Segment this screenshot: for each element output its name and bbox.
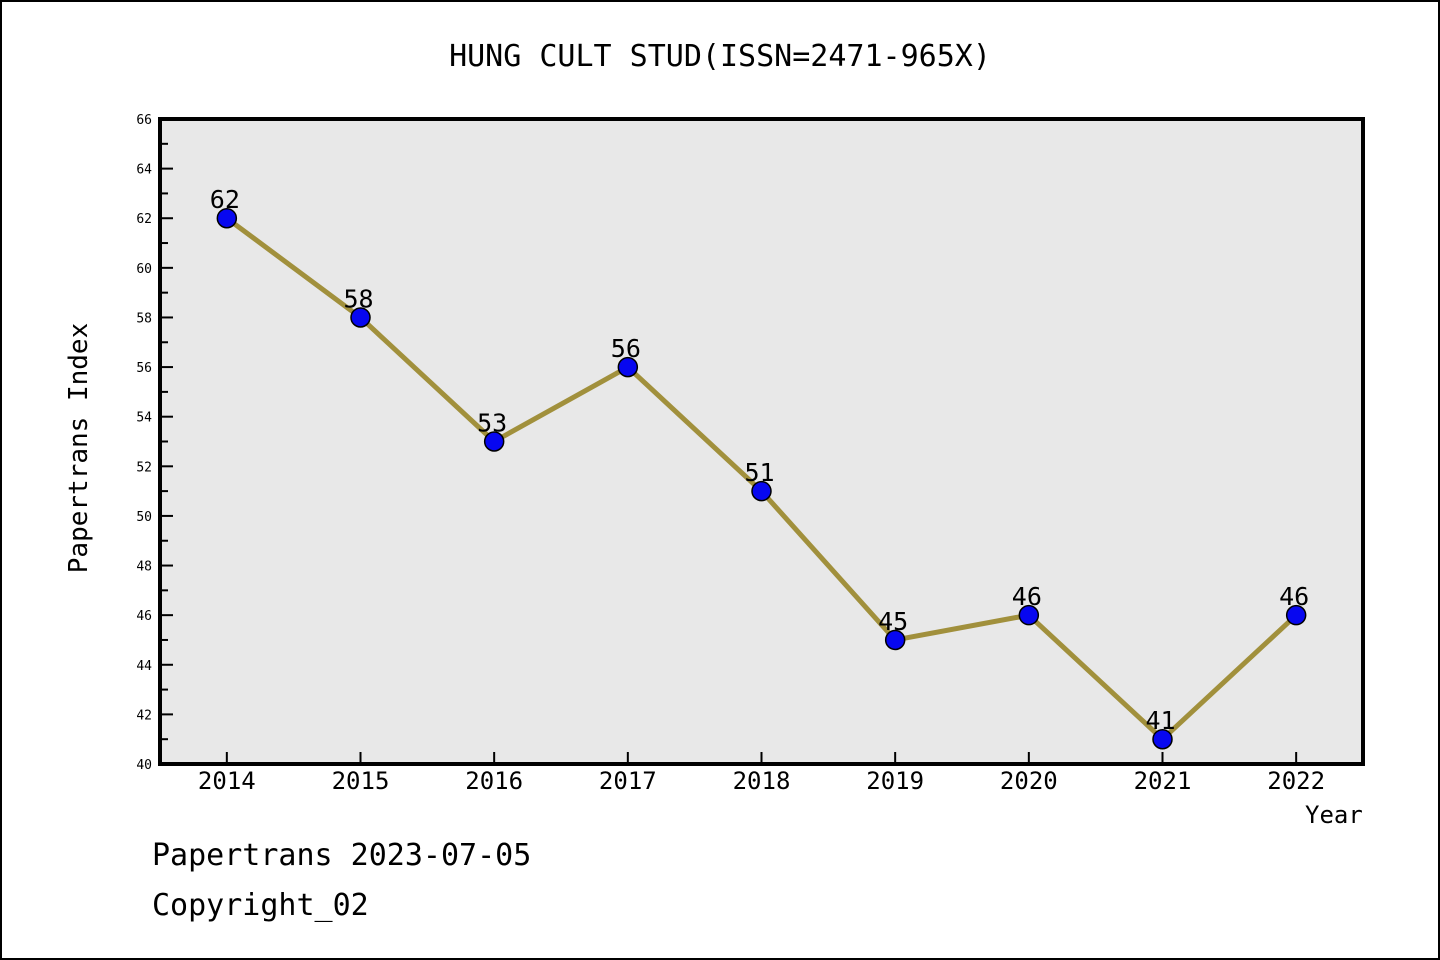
data-point bbox=[617, 356, 639, 378]
y-tick-label: 44 bbox=[136, 659, 152, 674]
y-tick-label: 54 bbox=[136, 411, 152, 426]
x-tick-label: 2019 bbox=[866, 767, 924, 795]
y-tick-label: 42 bbox=[136, 708, 152, 723]
y-tick-label: 48 bbox=[136, 560, 152, 575]
y-tick-label: 46 bbox=[136, 609, 152, 624]
data-point bbox=[884, 629, 906, 651]
x-tick-label: 2016 bbox=[465, 767, 523, 795]
watermark-copyright: Copyright_02 bbox=[152, 888, 369, 923]
data-point bbox=[1152, 728, 1173, 750]
y-tick-label: 56 bbox=[136, 361, 152, 376]
y-tick-label: 60 bbox=[136, 262, 152, 277]
y-tick-label: 62 bbox=[136, 212, 152, 227]
data-point-label: 45 bbox=[878, 607, 908, 636]
y-tick-label: 58 bbox=[136, 311, 152, 326]
x-axis-label: Year bbox=[1305, 801, 1363, 829]
x-tick-label: 2021 bbox=[1134, 767, 1192, 795]
watermark-source-date: Papertrans 2023-07-05 bbox=[152, 838, 532, 873]
data-point-label: 46 bbox=[1012, 582, 1042, 611]
data-point bbox=[483, 431, 505, 452]
data-point-label: 58 bbox=[343, 284, 373, 313]
x-tick-label: 2020 bbox=[1000, 767, 1058, 795]
y-tick-label: 40 bbox=[136, 758, 152, 773]
chart-title: HUNG CULT STUD(ISSN=2471-965X) bbox=[449, 39, 991, 74]
data-point-label: 62 bbox=[210, 185, 240, 214]
data-point-label: 53 bbox=[477, 409, 507, 438]
data-point-label: 51 bbox=[744, 458, 774, 487]
x-tick-label: 2014 bbox=[198, 767, 256, 795]
x-tick-label: 2022 bbox=[1267, 767, 1325, 795]
data-point bbox=[350, 307, 371, 328]
y-tick-label: 52 bbox=[136, 460, 152, 475]
x-tick-label: 2017 bbox=[599, 767, 657, 795]
y-tick-label: 50 bbox=[136, 510, 152, 525]
data-point bbox=[1285, 604, 1307, 626]
x-tick-label: 2015 bbox=[332, 767, 390, 795]
data-point bbox=[216, 207, 238, 229]
data-point-label: 56 bbox=[611, 334, 641, 363]
data-point-label: 41 bbox=[1145, 706, 1175, 735]
data-point bbox=[1018, 604, 1040, 626]
y-tick-label: 64 bbox=[136, 163, 152, 178]
plot-background bbox=[158, 117, 1365, 766]
data-point bbox=[751, 480, 772, 502]
x-tick-label: 2018 bbox=[733, 767, 791, 795]
data-point-label: 46 bbox=[1279, 582, 1309, 611]
y-tick-label: 66 bbox=[136, 113, 152, 128]
